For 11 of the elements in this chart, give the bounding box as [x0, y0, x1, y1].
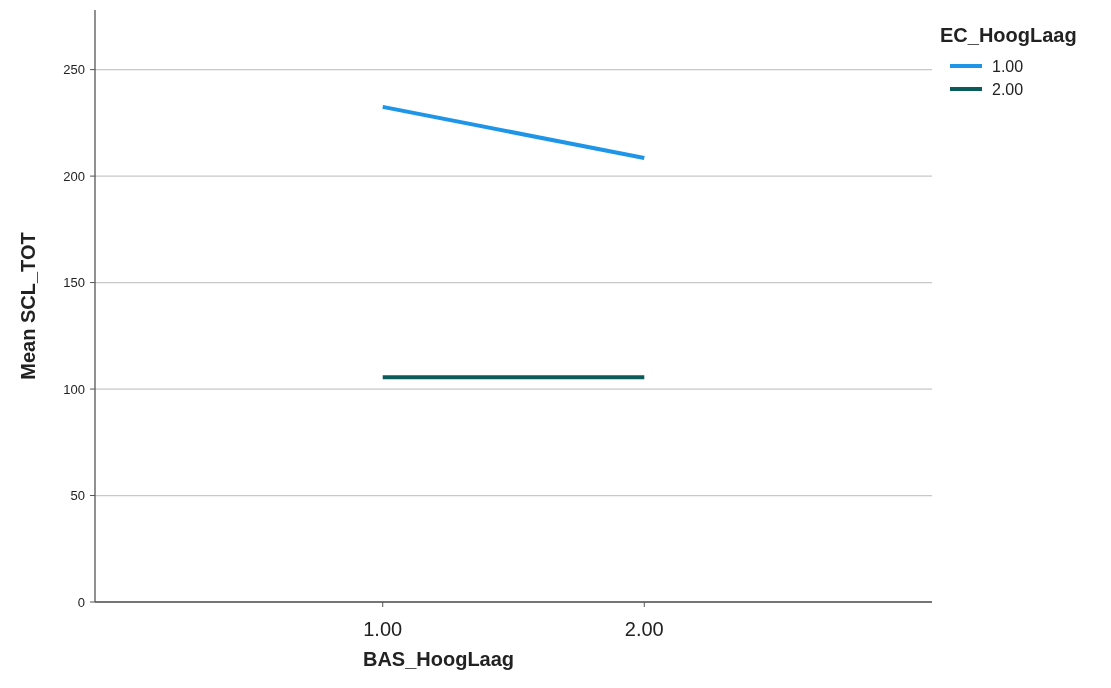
- y-tick-label: 100: [63, 381, 85, 397]
- legend-label: 2.00: [992, 80, 1024, 98]
- legend-label: 1.00: [992, 57, 1024, 75]
- y-tick-label: 50: [70, 488, 85, 504]
- y-tick-label: 0: [77, 594, 85, 610]
- y-tick-label: 250: [63, 62, 85, 78]
- y-axis-title: Mean SCL_TOT: [17, 232, 39, 380]
- x-axis-title: BAS_HoogLaag: [362, 648, 515, 670]
- y-tick-label: 150: [63, 275, 85, 291]
- y-tick-label: 200: [63, 168, 85, 184]
- legend-title: EC_HoogLaag: [940, 24, 1077, 46]
